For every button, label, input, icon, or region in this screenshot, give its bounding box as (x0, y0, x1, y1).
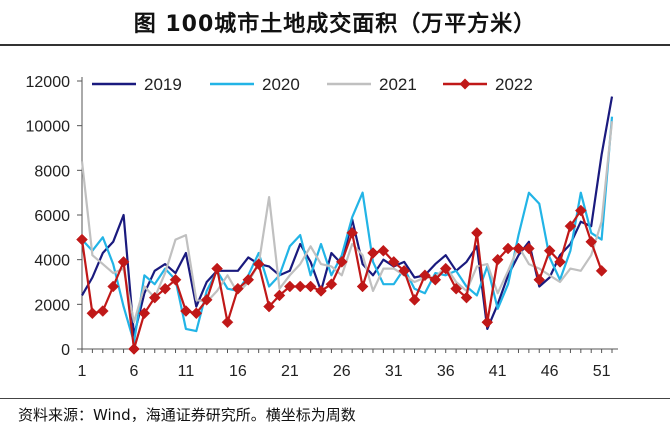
data-point-2022 (429, 273, 442, 286)
data-point-2022 (315, 285, 327, 297)
data-point-2022 (273, 289, 286, 302)
y-tick-label: 12000 (26, 74, 71, 91)
y-tick-label: 4000 (34, 253, 70, 270)
x-tick-label: 26 (333, 363, 351, 380)
x-tick-label: 51 (593, 363, 611, 380)
data-point-2022 (367, 247, 379, 259)
title-divider (0, 44, 670, 46)
series-line-2020 (81, 116, 614, 344)
y-tick-label: 2000 (34, 297, 70, 314)
x-tick-label: 31 (385, 363, 403, 380)
data-point-2022 (138, 307, 151, 320)
data-point-2022 (398, 264, 411, 277)
data-point-2022 (595, 264, 608, 277)
series-line-2019 (81, 96, 614, 337)
data-point-2022 (387, 256, 400, 268)
data-point-2022 (335, 256, 348, 268)
data-point-2022 (408, 294, 421, 306)
title-bar: 图 100城市土地成交面积（万平方米） (0, 0, 670, 44)
y-tick-label: 6000 (34, 208, 70, 225)
legend-label-2022: 2022 (495, 75, 533, 94)
data-point-2022 (502, 242, 514, 255)
data-point-2022 (460, 291, 473, 304)
data-point-2022 (263, 300, 275, 313)
data-point-2022 (211, 262, 223, 275)
legend-label-2021: 2021 (379, 75, 417, 94)
y-tick-label: 8000 (34, 163, 70, 180)
data-point-2022 (554, 256, 566, 268)
data-point-2022 (356, 280, 369, 293)
data-point-2022 (200, 294, 213, 306)
x-tick-label: 6 (130, 363, 139, 380)
x-tick-label: 36 (437, 363, 455, 380)
data-point-2022 (564, 220, 577, 233)
data-point-2022 (346, 227, 359, 239)
data-point-2022 (96, 305, 109, 317)
x-tick-label: 21 (281, 363, 299, 380)
data-point-2022 (481, 316, 494, 329)
series-line-2022 (80, 209, 603, 351)
data-point-2022 (325, 278, 338, 291)
x-tick-label: 11 (178, 363, 195, 380)
data-point-2022 (533, 273, 546, 286)
data-point-2022 (148, 291, 161, 304)
data-point-2022 (512, 242, 525, 255)
legend-marker-2022 (459, 78, 471, 90)
data-point-2022 (159, 282, 171, 295)
data-point-2022 (439, 262, 452, 275)
data-point-2022 (523, 242, 535, 255)
x-tick-label: 41 (489, 363, 507, 380)
legend-label-2020: 2020 (262, 75, 300, 94)
data-point-2022 (117, 256, 130, 268)
data-point-2022 (107, 280, 120, 293)
data-point-2022 (574, 204, 587, 217)
x-tick-label: 1 (78, 363, 87, 380)
y-tick-label: 10000 (26, 119, 71, 136)
data-point-2022 (86, 307, 99, 320)
data-point-2022 (450, 282, 462, 295)
data-point-2022 (221, 316, 234, 329)
data-point-2022 (252, 258, 265, 270)
data-point-2022 (169, 273, 182, 286)
x-tick-label: 16 (229, 363, 247, 380)
data-point-2022 (283, 280, 296, 293)
data-point-2022 (294, 280, 307, 293)
data-point-2022 (377, 244, 390, 257)
data-point-2022 (128, 343, 140, 355)
data-point-2022 (190, 307, 203, 320)
source-note: 资料来源：Wind，海通证券研究所。横坐标为周数 (18, 406, 356, 424)
data-point-2022 (491, 253, 504, 266)
legend-label-2019: 2019 (144, 75, 182, 94)
x-tick-label: 46 (541, 363, 559, 380)
data-point-2022 (419, 269, 431, 282)
data-point-2022 (304, 280, 317, 293)
footer-divider (0, 398, 670, 399)
data-point-2022 (232, 282, 244, 295)
data-point-2022 (180, 305, 192, 317)
data-point-2022 (543, 244, 556, 257)
data-point-2022 (471, 227, 483, 239)
chart-title: 图 100城市土地成交面积（万平方米） (133, 12, 537, 37)
series-line-2021 (80, 121, 614, 324)
data-point-2022 (76, 233, 88, 246)
y-tick-label: 0 (61, 342, 70, 359)
data-point-2022 (242, 273, 255, 286)
data-point-2022 (585, 235, 598, 248)
